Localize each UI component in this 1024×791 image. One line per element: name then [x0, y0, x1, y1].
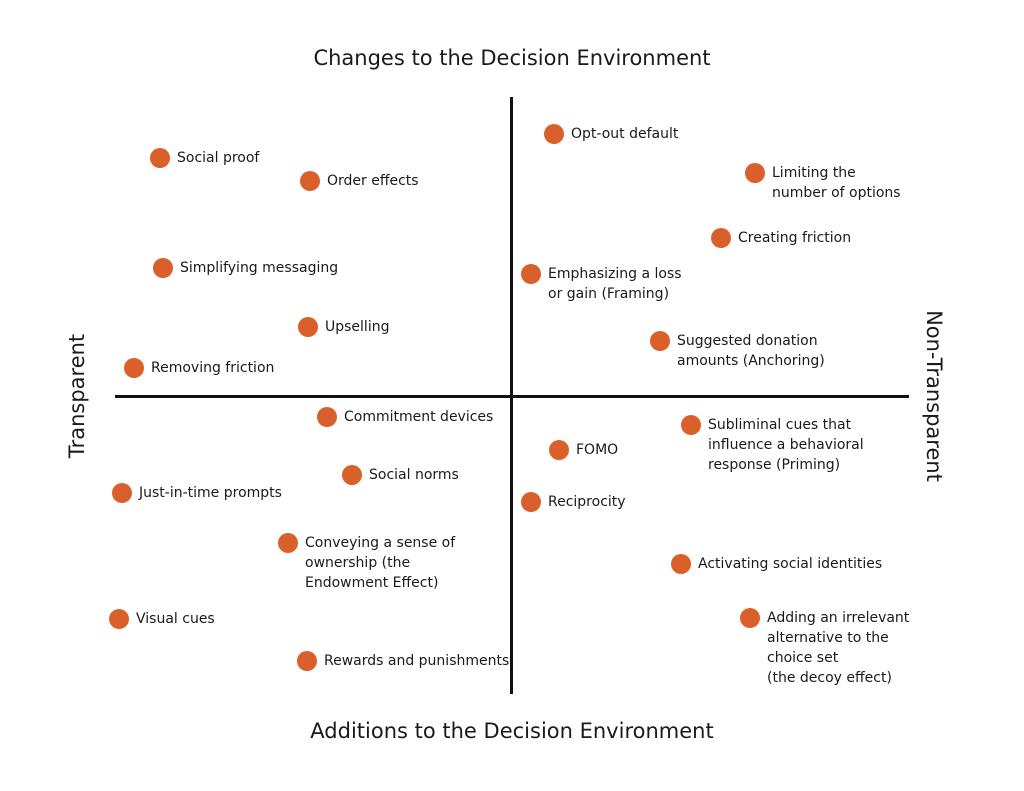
marker-dot	[109, 609, 129, 629]
axis-title-bottom: Additions to the Decision Environment	[310, 719, 714, 743]
item-label: Creating friction	[738, 230, 852, 246]
item-label: Rewards and punishments	[324, 653, 510, 669]
item-label: Suggested donation amounts (Anchoring)	[677, 333, 825, 369]
item-label: Opt-out default	[571, 126, 679, 142]
item-label: FOMO	[576, 442, 619, 458]
item-label: Subliminal cues that influence a behavio…	[708, 417, 864, 473]
marker-dot	[671, 554, 691, 574]
diagram-item: Activating social identities	[671, 554, 882, 574]
marker-dot	[544, 124, 564, 144]
item-label: Commitment devices	[344, 409, 494, 425]
item-label: Social norms	[369, 467, 459, 483]
diagram-item: Upselling	[298, 317, 389, 337]
marker-dot	[650, 331, 670, 351]
item-label: Adding an irrelevant alternative to the …	[767, 610, 910, 686]
marker-dot	[711, 228, 731, 248]
item-label: Simplifying messaging	[180, 260, 339, 276]
marker-dot	[317, 407, 337, 427]
diagram-item: Order effects	[300, 171, 419, 191]
item-label: Visual cues	[136, 611, 215, 627]
diagram-item: Commitment devices	[317, 407, 493, 427]
item-label: Reciprocity	[548, 494, 626, 510]
marker-dot	[124, 358, 144, 378]
marker-dot	[745, 163, 765, 183]
diagram-item: Conveying a sense of ownership (the Endo…	[278, 533, 455, 593]
diagram-item: Visual cues	[109, 609, 215, 629]
marker-dot	[112, 483, 132, 503]
marker-dot	[153, 258, 173, 278]
diagram-item: Subliminal cues that influence a behavio…	[681, 415, 864, 475]
diagram-item: Simplifying messaging	[153, 258, 338, 278]
item-label: Just-in-time prompts	[139, 485, 282, 501]
diagram-item: Limiting the number of options	[745, 163, 901, 203]
marker-dot	[521, 264, 541, 284]
marker-dot	[521, 492, 541, 512]
diagram-item: Reciprocity	[521, 492, 626, 512]
item-label: Emphasizing a loss or gain (Framing)	[548, 266, 682, 302]
diagram-item: Just-in-time prompts	[112, 483, 282, 503]
diagram-item: Suggested donation amounts (Anchoring)	[650, 331, 825, 371]
item-label: Activating social identities	[698, 556, 883, 572]
diagram-item: Social norms	[342, 465, 459, 485]
diagram-item: Social proof	[150, 148, 259, 168]
diagram-item: Emphasizing a loss or gain (Framing)	[521, 264, 682, 304]
diagram-item: Removing friction	[124, 358, 274, 378]
marker-dot	[342, 465, 362, 485]
axis-title-right: Non-Transparent	[922, 310, 946, 482]
diagram-item: Opt-out default	[544, 124, 678, 144]
marker-dot	[150, 148, 170, 168]
marker-dot	[297, 651, 317, 671]
item-label: Removing friction	[151, 360, 275, 376]
diagram-item: FOMO	[549, 440, 618, 460]
item-label: Social proof	[177, 150, 260, 166]
marker-dot	[740, 608, 760, 628]
marker-dot	[300, 171, 320, 191]
horizontal-axis	[115, 395, 909, 398]
item-label: Conveying a sense of ownership (the Endo…	[305, 535, 456, 591]
marker-dot	[549, 440, 569, 460]
item-label: Order effects	[327, 173, 419, 189]
axis-title-top: Changes to the Decision Environment	[313, 46, 711, 70]
item-label: Upselling	[325, 319, 390, 335]
marker-dot	[278, 533, 298, 553]
diagram-item: Adding an irrelevant alternative to the …	[740, 608, 909, 688]
marker-dot	[298, 317, 318, 337]
item-label: Limiting the number of options	[772, 165, 901, 201]
axis-title-left: Transparent	[65, 333, 89, 459]
diagram-item: Creating friction	[711, 228, 851, 248]
diagram-item: Rewards and punishments	[297, 651, 509, 671]
marker-dot	[681, 415, 701, 435]
